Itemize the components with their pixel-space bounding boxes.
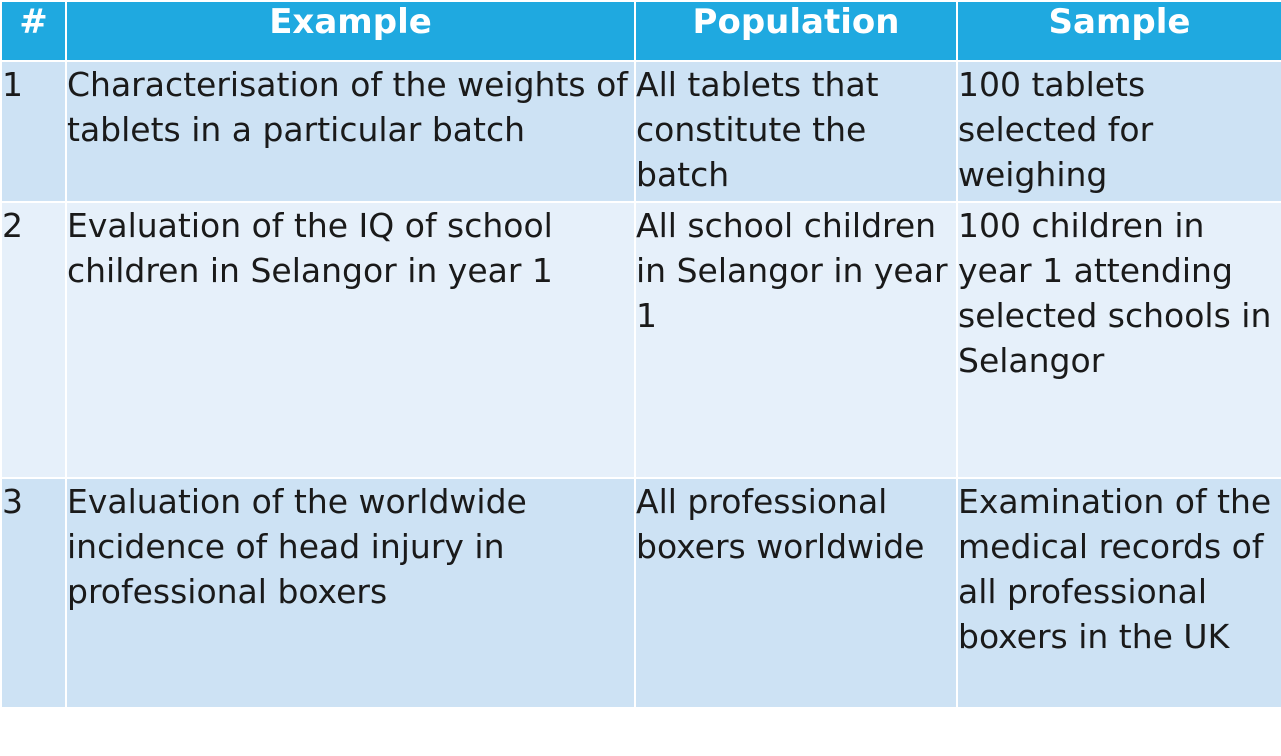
header-population: Population <box>634 0 958 62</box>
header-example: Example <box>65 0 636 62</box>
sample-cell: 100 tablets selected for weighing <box>956 60 1281 203</box>
example-cell: Characterisation of the weights of table… <box>65 60 636 203</box>
row-number: 2 <box>0 201 67 479</box>
table-row: 2 Evaluation of the IQ of school childre… <box>0 201 1281 479</box>
sample-cell: Examination of the medical records of al… <box>956 477 1281 709</box>
table-row: 3 Evaluation of the worldwide incidence … <box>0 477 1281 709</box>
header-row: # Example Population Sample <box>0 0 1281 62</box>
population-cell: All school children in Selangor in year … <box>634 201 958 479</box>
example-cell: Evaluation of the worldwide incidence of… <box>65 477 636 709</box>
population-cell: All tablets that constitute the batch <box>634 60 958 203</box>
examples-table: # Example Population Sample 1 Characteri… <box>0 0 1281 709</box>
row-number: 3 <box>0 477 67 709</box>
population-cell: All professional boxers worldwide <box>634 477 958 709</box>
header-number: # <box>0 0 67 62</box>
table-row: 1 Characterisation of the weights of tab… <box>0 60 1281 203</box>
row-number: 1 <box>0 60 67 203</box>
example-cell: Evaluation of the IQ of school children … <box>65 201 636 479</box>
sample-cell: 100 children in year 1 attending selecte… <box>956 201 1281 479</box>
header-sample: Sample <box>956 0 1281 62</box>
